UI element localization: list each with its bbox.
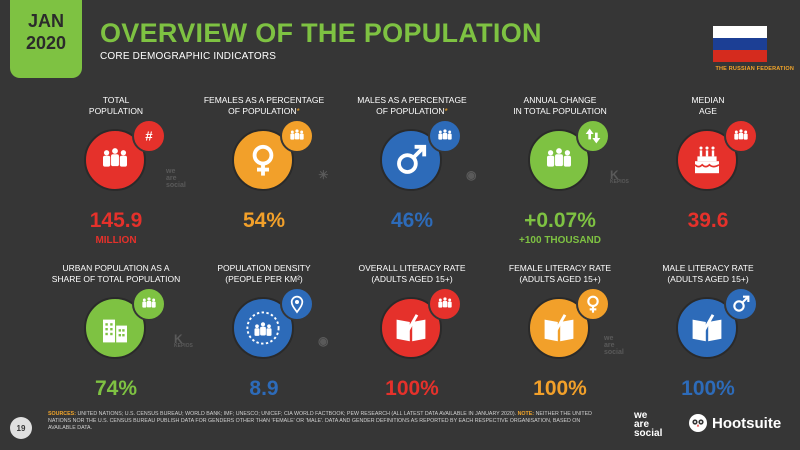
stat-subvalue: MILLION bbox=[95, 235, 137, 246]
page-title: OVERVIEW OF THE POPULATION bbox=[100, 18, 542, 48]
people-icon bbox=[428, 119, 462, 153]
stat-value: 100% bbox=[385, 377, 439, 400]
we-are-social-watermark: we are social bbox=[166, 168, 186, 189]
stat-label: MEDIAN AGE bbox=[691, 95, 725, 116]
stat-value: 74% bbox=[94, 377, 138, 400]
stat-label: MALE LITERACY RATE (ADULTS AGED 15+) bbox=[662, 263, 754, 284]
people-icon bbox=[428, 287, 462, 321]
stat-card: MALE LITERACY RATE (ADULTS AGED 15+) 100% bbox=[633, 263, 783, 403]
stat-card: MALES AS A PERCENTAGE OF POPULATION* 46% bbox=[337, 95, 487, 235]
note-text: NEITHER THE UNITED NATIONS NOR THE U.S. … bbox=[48, 411, 592, 431]
stat-card: FEMALE LITERACY RATE (ADULTS AGED 15+) 100… bbox=[485, 263, 635, 403]
stat-card: ANNUAL CHANGE IN TOTAL POPULATION +0.07% +1… bbox=[485, 95, 635, 246]
stat-label: URBAN POPULATION AS A SHARE OF TOTAL POPU… bbox=[51, 263, 181, 284]
stat-label: ANNUAL CHANGE IN TOTAL POPULATION bbox=[513, 95, 607, 116]
stat-value: 100% bbox=[533, 377, 587, 400]
stat-card: FEMALES AS A PERCENTAGE OF POPULATION* 54% bbox=[189, 95, 339, 235]
stat-label: MALES AS A PERCENTAGE OF POPULATION* bbox=[357, 95, 467, 116]
hash-icon: # bbox=[132, 119, 166, 153]
kepios-watermark-2: K KEPIOS bbox=[174, 332, 193, 349]
stat-card: URBAN POPULATION AS A SHARE OF TOTAL POPU… bbox=[41, 263, 191, 403]
people-icon bbox=[84, 129, 146, 191]
lightbulb-watermark-icon: ☀ bbox=[318, 168, 329, 182]
open-book-icon bbox=[528, 297, 590, 359]
note-heading: NOTE: bbox=[517, 411, 535, 417]
stat-value: +0.07% bbox=[524, 209, 596, 232]
sources-text: UNITED NATIONS; U.S. CENSUS BUREAU; WORL… bbox=[77, 411, 517, 417]
stat-value: 8.9 bbox=[249, 377, 279, 400]
we-are-social-logo: we are social bbox=[634, 410, 663, 439]
stat-value: 46% bbox=[390, 209, 434, 232]
sources-note: SOURCES: UNITED NATIONS; U.S. CENSUS BUR… bbox=[48, 411, 608, 432]
svg-text:#: # bbox=[145, 129, 153, 144]
russia-flag-icon bbox=[713, 26, 767, 62]
stat-label: FEMALES AS A PERCENTAGE OF POPULATION* bbox=[203, 95, 325, 116]
owl-watermark-icon-2: ◉ bbox=[318, 334, 329, 348]
we-are-social-watermark-2: we are social bbox=[604, 335, 624, 356]
hootsuite-logo: Hootsuite bbox=[688, 413, 781, 433]
country-name: THE RUSSIAN FEDERATION bbox=[715, 66, 794, 72]
stat-card: TOTAL POPULATION #145.9 MILLION bbox=[41, 95, 191, 246]
stat-value: 54% bbox=[242, 209, 286, 232]
stat-value: 39.6 bbox=[687, 209, 729, 232]
stat-label: OVERALL LITERACY RATE (ADULTS AGED 15+) bbox=[358, 263, 466, 284]
stat-label: FEMALE LITERACY RATE (ADULTS AGED 15+) bbox=[508, 263, 612, 284]
owl-watermark-icon: ◉ bbox=[466, 168, 477, 182]
location-pin-icon bbox=[280, 287, 314, 321]
hootsuite-wordmark: Hootsuite bbox=[712, 414, 782, 432]
people-icon bbox=[132, 287, 166, 321]
stat-card: MEDIAN AGE 39.6 bbox=[633, 95, 783, 235]
page-number: 19 bbox=[10, 417, 32, 439]
date-month: JAN bbox=[27, 11, 64, 31]
people-icon bbox=[724, 119, 758, 153]
owl-logo-icon bbox=[689, 414, 707, 432]
sources-heading: SOURCES: bbox=[48, 411, 76, 417]
stat-subvalue: +100 THOUSAND bbox=[519, 235, 601, 246]
page-subtitle: CORE DEMOGRAPHIC INDICATORS bbox=[100, 51, 277, 62]
stat-card: OVERALL LITERACY RATE (ADULTS AGED 15+) 10… bbox=[337, 263, 487, 403]
stat-label: TOTAL POPULATION bbox=[88, 95, 144, 116]
male-symbol-icon bbox=[724, 287, 758, 321]
date-badge: JAN 2020 bbox=[10, 0, 82, 78]
female-symbol-icon bbox=[576, 287, 610, 321]
date-year: 2020 bbox=[25, 33, 67, 53]
stat-card: POPULATION DENSITY (PEOPLE PER KM²) 8.9 bbox=[189, 263, 339, 403]
stat-value: 145.9 bbox=[89, 209, 143, 232]
stat-label: POPULATION DENSITY (PEOPLE PER KM²) bbox=[217, 263, 311, 284]
birthday-cake-icon bbox=[676, 129, 738, 191]
up-down-arrows-icon bbox=[576, 119, 610, 153]
stat-value: 100% bbox=[681, 377, 735, 400]
people-icon bbox=[280, 119, 314, 153]
kepios-watermark: K KEPIOS bbox=[610, 168, 629, 185]
